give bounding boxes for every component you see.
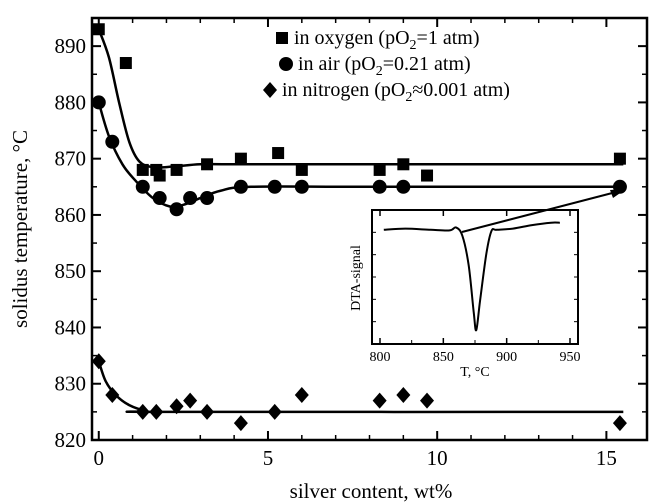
- y-tick-label: 850: [55, 259, 87, 283]
- inset-x-tick-label: 900: [496, 350, 517, 365]
- y-tick-label: 860: [55, 203, 87, 227]
- y-tick-label: 890: [55, 34, 87, 58]
- fit-curve-air: [97, 102, 624, 209]
- data-point-oxygen: [119, 57, 132, 70]
- legend-text-suffix: =0.21 atm): [383, 53, 471, 75]
- data-point-nitrogen: [105, 386, 120, 403]
- y-tick-label: 830: [55, 372, 87, 396]
- data-point-oxygen: [153, 169, 166, 182]
- x-ticks: 0 5 10 15: [94, 18, 617, 470]
- data-point-oxygen: [170, 163, 183, 176]
- legend-label-oxygen: in oxygen (pO2=1 atm): [294, 27, 479, 53]
- data-point-oxygen: [234, 152, 247, 165]
- legend-text-suffix: =1 atm): [417, 27, 480, 49]
- inset-x-axis-title: T, °C: [460, 365, 489, 380]
- y-axis-title: solidus temperature, °C: [8, 130, 32, 328]
- data-point-air: [169, 202, 184, 217]
- data-point-nitrogen: [420, 392, 435, 409]
- x-tick-label: 5: [263, 446, 274, 470]
- data-point-nitrogen: [233, 415, 248, 432]
- y-tick-label: 880: [55, 90, 87, 114]
- legend-text-suffix: ≈0.001 atm): [412, 79, 510, 101]
- legend-text: in nitrogen (pO: [282, 79, 405, 101]
- arrow-head: [610, 189, 626, 198]
- fit-curve-oxygen: [97, 28, 624, 169]
- inset-x-tick-label: 950: [560, 350, 581, 365]
- legend-subscript: 2: [410, 38, 417, 53]
- data-point-oxygen: [201, 158, 214, 171]
- data-point-nitrogen: [267, 403, 282, 420]
- arrow-line: [461, 190, 621, 233]
- data-point-nitrogen: [183, 392, 198, 409]
- inset-x-tick-label: 850: [433, 350, 454, 365]
- data-point-nitrogen: [169, 398, 184, 415]
- legend-label-air: in air (pO2=0.21 atm): [298, 53, 471, 79]
- data-point-air: [135, 179, 150, 194]
- x-tick-label: 15: [596, 446, 617, 470]
- inset-x-tick-label: 800: [370, 350, 391, 365]
- x-tick-label: 0: [94, 446, 105, 470]
- main-plot: 0 5 10 15 820 830 840 850 860 870 880 890 silver c…: [8, 16, 649, 503]
- data-point-air: [91, 95, 106, 110]
- legend-marker-nitrogen: [263, 82, 277, 98]
- data-point-air: [105, 134, 120, 149]
- legend-text: in air (pO: [298, 53, 376, 75]
- data-point-air: [152, 191, 167, 206]
- data-point-air: [183, 191, 198, 206]
- data-point-air: [294, 179, 309, 194]
- data-point-air: [396, 179, 411, 194]
- legend-subscript: 2: [376, 64, 383, 79]
- y-tick-label: 870: [55, 147, 87, 171]
- data-markers: [91, 23, 627, 432]
- inset-y-axis-title: DTA-signal: [349, 245, 364, 311]
- data-point-nitrogen: [294, 386, 309, 403]
- x-axis-title: silver content, wt%: [290, 479, 453, 503]
- legend-marker-oxygen: [276, 32, 288, 44]
- data-point-oxygen: [421, 169, 434, 182]
- data-point-oxygen: [272, 147, 285, 160]
- legend: in oxygen (pO2=1 atm)in air (pO2=0.21 at…: [263, 27, 510, 105]
- data-point-nitrogen: [135, 403, 150, 420]
- legend-text: in oxygen (pO: [294, 27, 410, 49]
- annotation-arrow: [461, 189, 626, 233]
- data-point-nitrogen: [612, 415, 627, 432]
- inset-dta-curve: [383, 221, 560, 332]
- legend-marker-air: [279, 57, 293, 71]
- legend-subscript: 2: [405, 90, 412, 105]
- data-point-oxygen: [613, 152, 626, 165]
- inset-x-ticks: 800 850 900 950: [370, 210, 581, 365]
- data-point-air: [233, 179, 248, 194]
- y-ticks: 820 830 840 850 860 870 880 890: [55, 34, 647, 452]
- data-point-air: [200, 191, 215, 206]
- x-tick-label: 10: [427, 446, 448, 470]
- y-tick-label: 840: [55, 315, 87, 339]
- data-point-oxygen: [397, 158, 410, 171]
- data-point-air: [267, 179, 282, 194]
- data-point-nitrogen: [372, 392, 387, 409]
- data-point-oxygen: [373, 163, 386, 176]
- data-point-nitrogen: [396, 386, 411, 403]
- data-point-oxygen: [136, 163, 149, 176]
- inset-chart: 800 850 900 950 T, °C DTA-signal: [349, 209, 581, 380]
- data-point-nitrogen: [91, 353, 106, 370]
- y-tick-label: 820: [55, 428, 87, 452]
- data-point-nitrogen: [200, 403, 215, 420]
- data-point-air: [372, 179, 387, 194]
- data-point-oxygen: [295, 163, 308, 176]
- data-point-nitrogen: [149, 403, 164, 420]
- legend-label-nitrogen: in nitrogen (pO2≈0.001 atm): [282, 79, 510, 105]
- data-point-oxygen: [92, 23, 105, 36]
